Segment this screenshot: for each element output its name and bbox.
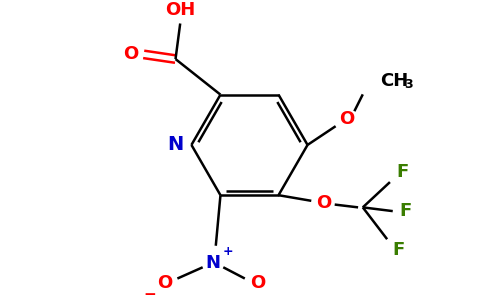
- Text: F: F: [396, 163, 408, 181]
- Text: F: F: [392, 242, 405, 260]
- Text: O: O: [339, 110, 354, 128]
- Text: O: O: [250, 274, 266, 292]
- Text: OH: OH: [165, 2, 196, 20]
- Text: N: N: [167, 135, 184, 154]
- Text: 3: 3: [404, 79, 412, 92]
- Text: O: O: [123, 45, 138, 63]
- Text: O: O: [157, 274, 172, 292]
- Text: N: N: [206, 254, 221, 272]
- Text: −: −: [144, 287, 157, 300]
- Text: F: F: [400, 202, 412, 220]
- Text: CH: CH: [379, 72, 408, 90]
- Text: +: +: [223, 245, 233, 258]
- Text: O: O: [316, 194, 331, 212]
